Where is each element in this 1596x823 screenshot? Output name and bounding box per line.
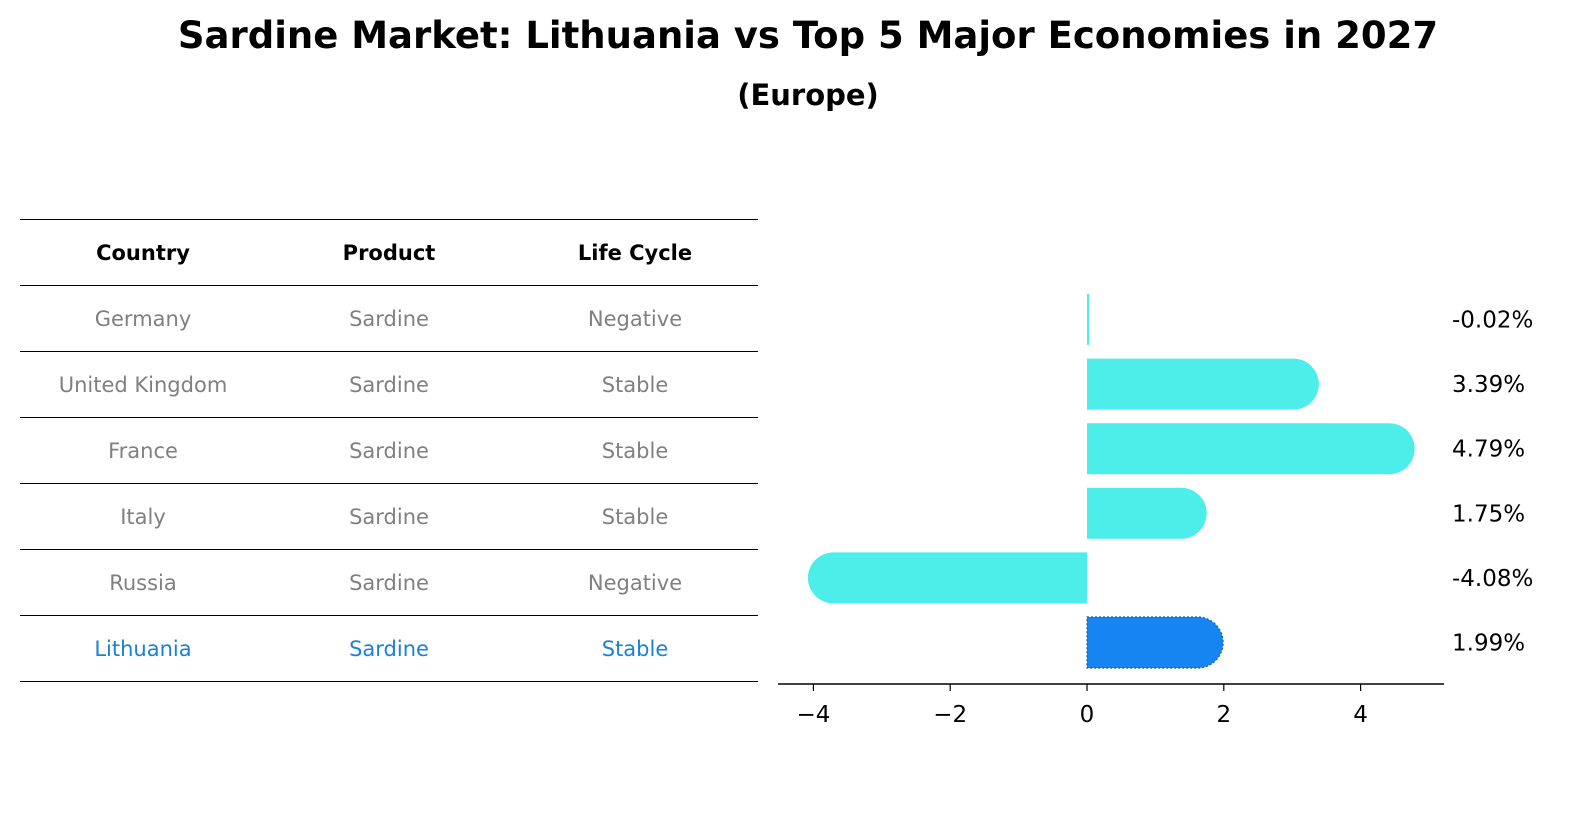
cell-life-cycle: Stable — [601, 504, 669, 529]
bar-lithuania — [1086, 616, 1224, 669]
table-row: France Sardine Stable — [20, 418, 758, 484]
chart-title: Sardine Market: Lithuania vs Top 5 Major… — [177, 14, 1439, 57]
table-header-row: Country Product Life Cycle — [20, 219, 758, 286]
cell-life-cycle: Stable — [601, 372, 669, 397]
data-label: -4.08% — [1452, 566, 1533, 592]
cell-life-cycle: Stable — [601, 636, 669, 661]
cell-country: Germany — [94, 306, 192, 331]
x-tick-label: −4 — [796, 702, 830, 728]
cell-product: Sardine — [349, 636, 429, 661]
bar-france — [1087, 423, 1415, 475]
table-row: Italy Sardine Stable — [20, 484, 758, 550]
cell-country: Lithuania — [94, 636, 192, 661]
x-tick-label: 2 — [1216, 702, 1231, 728]
data-table: Country Product Life Cycle Germany Sardi… — [20, 219, 758, 682]
header-life-cycle: Life Cycle — [577, 240, 693, 265]
table-row: United Kingdom Sardine Stable — [20, 352, 758, 418]
cell-country: France — [108, 438, 178, 463]
table-row-highlighted: Lithuania Sardine Stable — [20, 616, 758, 682]
cell-product: Sardine — [349, 372, 429, 397]
header-country: Country — [96, 240, 190, 265]
cell-life-cycle: Negative — [587, 570, 683, 595]
cell-product: Sardine — [349, 438, 429, 463]
cell-product: Sardine — [349, 570, 429, 595]
table-row: Russia Sardine Negative — [20, 550, 758, 616]
cell-life-cycle: Negative — [587, 306, 683, 331]
table-row: Germany Sardine Negative — [20, 286, 758, 352]
header-product: Product — [342, 240, 436, 265]
cell-country: United Kingdom — [58, 372, 228, 397]
data-label: 3.39% — [1452, 372, 1525, 398]
cell-country: Italy — [120, 504, 166, 529]
data-label: 4.79% — [1452, 437, 1525, 463]
chart-subtitle: (Europe) — [737, 78, 879, 112]
cell-life-cycle: Stable — [601, 438, 669, 463]
bar-germany — [1087, 294, 1089, 345]
data-label: 1.75% — [1452, 501, 1525, 527]
cell-country: Russia — [109, 570, 177, 595]
data-label: 1.99% — [1452, 631, 1525, 657]
cell-product: Sardine — [349, 306, 429, 331]
cell-product: Sardine — [349, 504, 429, 529]
bar-italy — [1087, 487, 1207, 539]
x-tick-label: 4 — [1353, 702, 1368, 728]
x-tick-label: −2 — [933, 702, 967, 728]
bar-russia — [807, 552, 1087, 604]
data-label: -0.02% — [1452, 308, 1533, 334]
bar-united-kingdom — [1087, 358, 1319, 410]
x-tick-label: 0 — [1080, 702, 1095, 728]
